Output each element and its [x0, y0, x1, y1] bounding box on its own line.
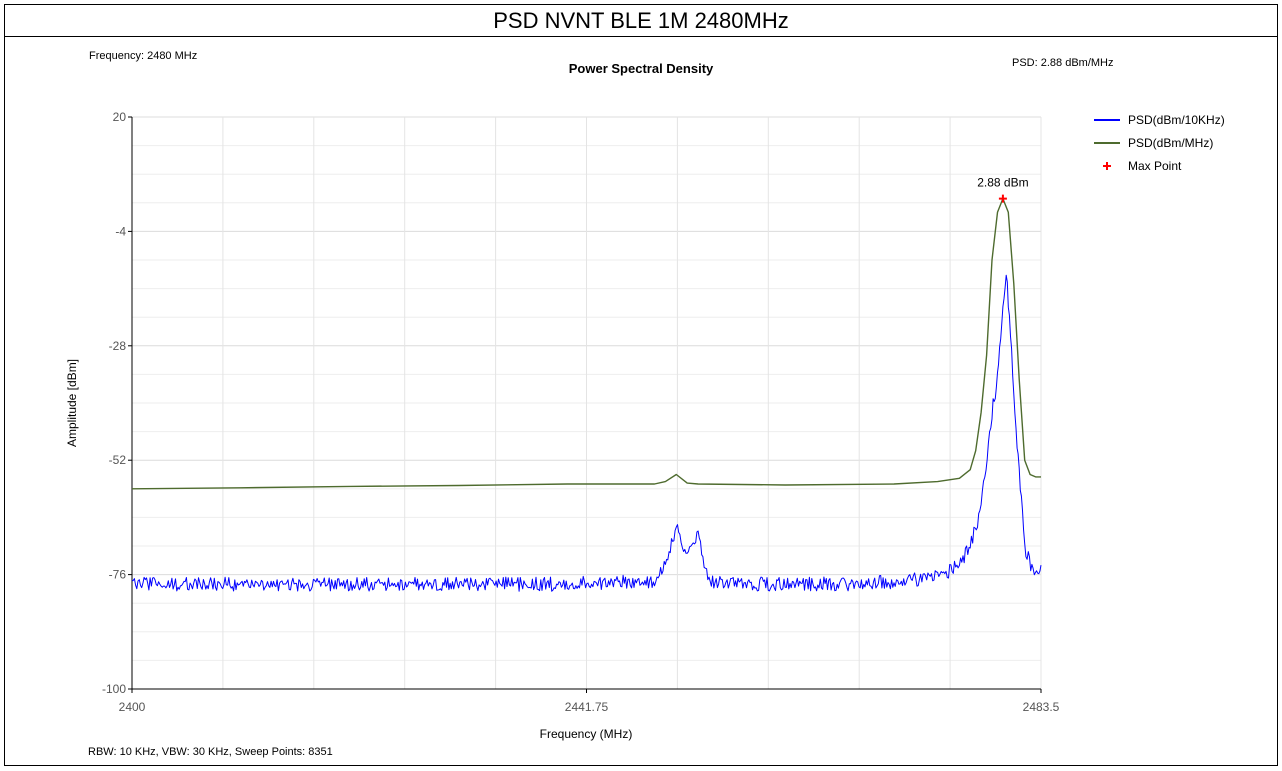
axes: 20 -4 -28 -52 -76 -100 2400 2441.75 2483.5	[102, 110, 1060, 714]
grid	[131, 116, 1042, 690]
y-tick-label: -52	[109, 453, 127, 467]
max-point-marker	[998, 194, 1007, 203]
legend-label-max-point: Max Point	[1128, 159, 1182, 173]
y-axis-title: Amplitude [dBm]	[65, 359, 79, 447]
y-tick-label: -4	[115, 224, 126, 238]
x-tick-label: 2483.5	[1023, 700, 1060, 714]
y-tick-label: -100	[102, 682, 126, 696]
x-tick-label: 2441.75	[565, 700, 609, 714]
chart-frame: PSD NVNT BLE 1M 2480MHz	[4, 4, 1278, 766]
chart-title: Power Spectral Density	[569, 61, 714, 76]
psd-info: PSD: 2.88 dBm/MHz	[1012, 57, 1114, 69]
legend-label-1: PSD(dBm/MHz)	[1128, 136, 1213, 150]
frequency-info: Frequency: 2480 MHz	[89, 50, 198, 62]
settings-info: RBW: 10 KHz, VBW: 30 KHz, Sweep Points: …	[88, 746, 333, 758]
y-tick-label: -76	[109, 568, 127, 582]
y-tick-label: -28	[109, 339, 127, 353]
max-point-label: 2.88 dBm	[977, 176, 1028, 190]
legend-label-0: PSD(dBm/10KHz)	[1128, 113, 1225, 127]
x-tick-label: 2400	[119, 700, 146, 714]
y-tick-label: 20	[113, 110, 127, 124]
series-layer	[131, 197, 1042, 592]
series-line-0	[131, 274, 1042, 592]
page-title: PSD NVNT BLE 1M 2480MHz	[5, 5, 1277, 37]
marker-layer: 2.88 dBm	[977, 176, 1029, 203]
legend: PSD(dBm/10KHz) PSD(dBm/MHz) Max Point	[1094, 113, 1225, 173]
legend-swatch-max-point	[1103, 162, 1111, 170]
x-axis-title: Frequency (MHz)	[540, 727, 633, 741]
series-line-1	[131, 197, 1041, 490]
